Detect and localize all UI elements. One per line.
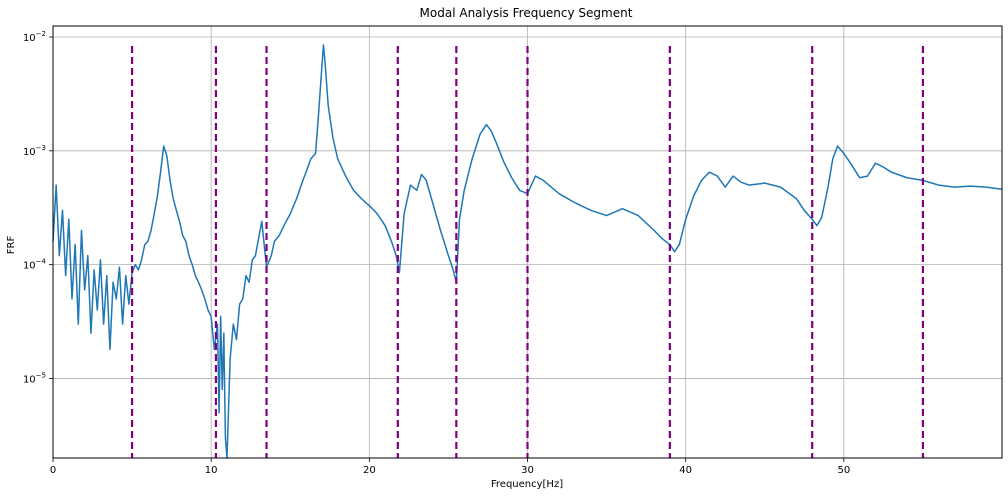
y-tick-label: 10−2 <box>23 30 46 44</box>
x-tick-label: 30 <box>521 465 534 476</box>
x-tick-label: 10 <box>205 465 218 476</box>
x-tick-label: 0 <box>50 465 56 476</box>
series-layer <box>52 44 1003 459</box>
y-axis-label: FRF <box>6 236 17 255</box>
y-tick-label: 10−3 <box>23 144 46 158</box>
x-tick-label: 20 <box>363 465 376 476</box>
y-axis-ticks: 10−5 10−4 10−3 10−2 <box>23 30 53 385</box>
frf-series-line <box>52 44 1003 459</box>
x-tick-label: 40 <box>679 465 692 476</box>
x-axis-label: Frequency[Hz] <box>491 479 563 490</box>
y-tick-label: 10−5 <box>23 371 46 385</box>
y-tick-label: 10−4 <box>23 258 47 272</box>
x-tick-label: 50 <box>837 465 850 476</box>
x-axis-ticks: 0 10 20 30 40 50 <box>50 458 850 476</box>
chart-title: Modal Analysis Frequency Segment <box>420 6 633 20</box>
segment-boundary-lines <box>130 46 925 458</box>
